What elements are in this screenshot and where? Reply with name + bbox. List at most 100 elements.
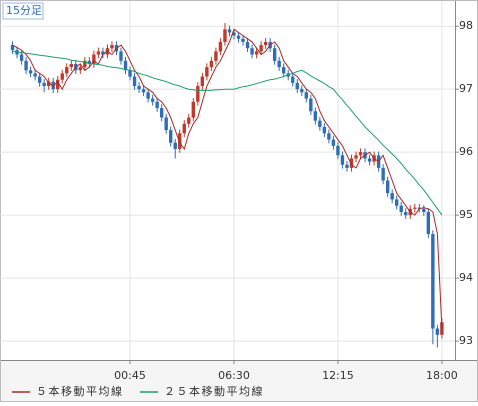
candle-body: [245, 41, 250, 49]
candle-body: [340, 155, 345, 165]
candle-body: [56, 79, 60, 90]
footer-bg: [1, 361, 477, 401]
candle-body: [259, 45, 263, 52]
candle-body: [399, 205, 403, 212]
candle-body: [291, 76, 295, 83]
candle-body: [137, 86, 141, 90]
candle-body: [83, 60, 87, 68]
ma-line: [12, 50, 443, 216]
candle-body: [169, 130, 173, 143]
candle-body: [250, 48, 254, 55]
candle-body: [318, 120, 322, 127]
candle-body: [417, 207, 421, 209]
candle-body: [196, 86, 200, 102]
candle-body: [435, 328, 440, 335]
y-tick-label: 94: [459, 271, 473, 284]
candle-body: [358, 152, 363, 156]
candle-body: [390, 193, 394, 200]
y-tick-label: 97: [459, 82, 473, 95]
candle-body: [322, 126, 327, 134]
candle-body: [227, 29, 232, 33]
candle-body: [309, 98, 313, 112]
candle-body: [37, 76, 42, 83]
candle-body: [327, 133, 331, 140]
legend-label: ２５本移動平均線: [164, 384, 264, 398]
candle-body: [191, 101, 196, 118]
candle-body: [155, 101, 159, 109]
candle-body: [367, 158, 372, 162]
candle-body: [146, 92, 150, 99]
candle-body: [223, 29, 227, 42]
candle-body: [336, 145, 340, 156]
candle-body: [232, 32, 236, 36]
candle-body: [164, 117, 168, 131]
x-tick-label: 06:30: [218, 369, 250, 382]
x-tick-label: 12:15: [322, 369, 354, 382]
candle-body: [241, 38, 245, 42]
candle-body: [254, 51, 259, 55]
candle-body: [87, 60, 92, 64]
candle-body: [101, 51, 105, 55]
candle-body: [295, 82, 299, 90]
candle-body: [123, 60, 128, 71]
candle-body: [200, 76, 205, 87]
candle-body: [69, 63, 73, 68]
candle-body: [110, 45, 114, 49]
candle-body: [440, 322, 444, 335]
y-tick-label: 96: [459, 145, 473, 158]
candle-body: [92, 54, 96, 64]
y-tick-label: 98: [459, 19, 473, 32]
candle-body: [413, 207, 417, 209]
x-tick-label: 00:45: [114, 369, 146, 382]
candle-body: [178, 133, 182, 150]
candle-body: [187, 117, 191, 124]
candle-body: [209, 60, 214, 68]
candle-body: [345, 164, 349, 168]
ma-line: [12, 28, 443, 329]
candle-body: [119, 51, 123, 61]
candle-body: [96, 51, 101, 55]
candle-body: [10, 45, 15, 51]
candle-body: [426, 211, 431, 235]
candle-body: [78, 67, 83, 71]
candle-body: [236, 35, 241, 39]
candle-body: [46, 81, 51, 87]
candle-body: [205, 67, 209, 77]
candle-body: [19, 54, 24, 61]
y-tick-label: 93: [459, 334, 473, 347]
candle-body: [182, 123, 186, 134]
chart-title: 15分足: [6, 4, 42, 17]
legend-label: ５本移動平均線: [36, 384, 124, 398]
candle-body: [141, 89, 146, 93]
candle-body: [128, 70, 132, 77]
candle-body: [150, 98, 155, 102]
candle-body: [381, 167, 385, 181]
candle-body: [272, 48, 277, 61]
candle-body: [354, 155, 358, 159]
candle-body: [431, 234, 435, 329]
candle-body: [159, 108, 164, 118]
candle-body: [33, 73, 37, 77]
candle-body: [263, 41, 268, 46]
candle-body: [24, 60, 28, 71]
candle-body: [422, 208, 426, 212]
candle-body: [132, 76, 137, 87]
candle-body: [214, 51, 218, 61]
candle-body: [394, 199, 399, 206]
candle-body: [385, 180, 390, 194]
candle-body: [277, 60, 281, 68]
x-tick-label: 18:00: [426, 369, 458, 382]
candle-body: [300, 89, 304, 93]
candle-body: [42, 82, 46, 87]
candle-body: [404, 211, 408, 216]
title-box: [2, 2, 44, 20]
y-tick-label: 95: [459, 208, 473, 221]
candle-body: [313, 111, 318, 121]
candle-body: [349, 158, 354, 168]
candle-body: [173, 142, 177, 150]
candle-body: [28, 70, 33, 74]
candle-body: [331, 139, 336, 146]
candle-body: [218, 41, 223, 52]
candle-body: [65, 67, 69, 74]
